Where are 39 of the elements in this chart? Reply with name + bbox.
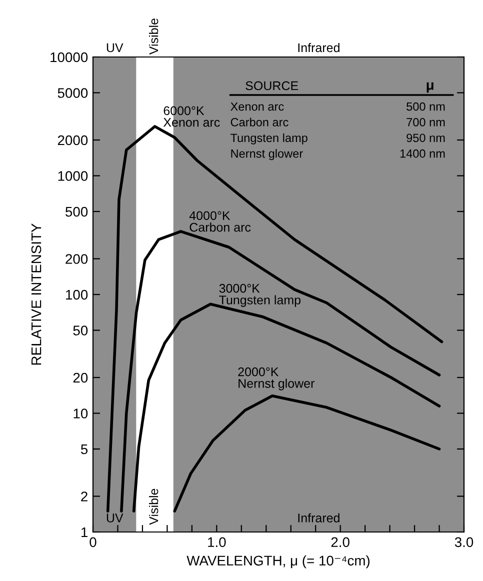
annotation: 1400 nm	[400, 149, 445, 158]
y-tick-label: 5	[80, 444, 88, 454]
x-tick-label: 3.0	[454, 537, 474, 548]
text: UV	[106, 514, 124, 522]
series-label: 2000°K Nernst glower	[238, 367, 314, 390]
y-tick-label: 10	[74, 408, 88, 418]
y-tick-label: 5000	[58, 88, 88, 98]
series-label: 4000°K Carbon arc	[189, 211, 251, 232]
annotation: 950 nm	[406, 134, 445, 142]
y-tick-label: 1	[81, 527, 88, 538]
y-tick-label: 2	[81, 492, 88, 502]
text: Infrared	[298, 513, 340, 522]
band-label: Visible	[149, 18, 158, 55]
y-axis-title: RELATIVE INTENSITY	[31, 224, 42, 365]
y-tick-label: 10000	[50, 52, 88, 62]
series-label: 3000°K Tungsten lamp	[219, 284, 301, 307]
annotation: Carbon arc	[230, 118, 288, 126]
text: Visible	[149, 488, 158, 525]
y-tick-label: 500	[66, 206, 88, 217]
annotation: 700 nm	[406, 118, 445, 126]
y-tick-label: 50	[73, 326, 88, 336]
y-tick-label: 200	[66, 254, 88, 264]
band-label: Infrared	[298, 42, 340, 52]
x-tick-label: 2.0	[331, 537, 350, 548]
annotation: μ	[426, 82, 434, 93]
annotation: Nernst glower	[231, 149, 303, 160]
y-tick-label: 2000	[58, 135, 88, 146]
x-tick-label: 0	[90, 537, 96, 548]
annotation: 500 nm	[406, 102, 445, 111]
y-tick-label: 1000	[58, 171, 88, 181]
x-axis-title: WAVELENGTH, μ (= 10⁻⁴cm)	[186, 555, 370, 568]
band-label: UV	[106, 43, 124, 52]
annotation: SOURCE	[246, 81, 298, 90]
line-series	[173, 394, 441, 512]
y-tick-label: 20	[73, 372, 88, 383]
annotation: Tungsten lamp	[230, 133, 308, 144]
annotation: Xenon arc	[230, 102, 284, 111]
x-tick-label: 1.0	[208, 537, 226, 548]
y-tick-label: 100	[66, 290, 88, 300]
